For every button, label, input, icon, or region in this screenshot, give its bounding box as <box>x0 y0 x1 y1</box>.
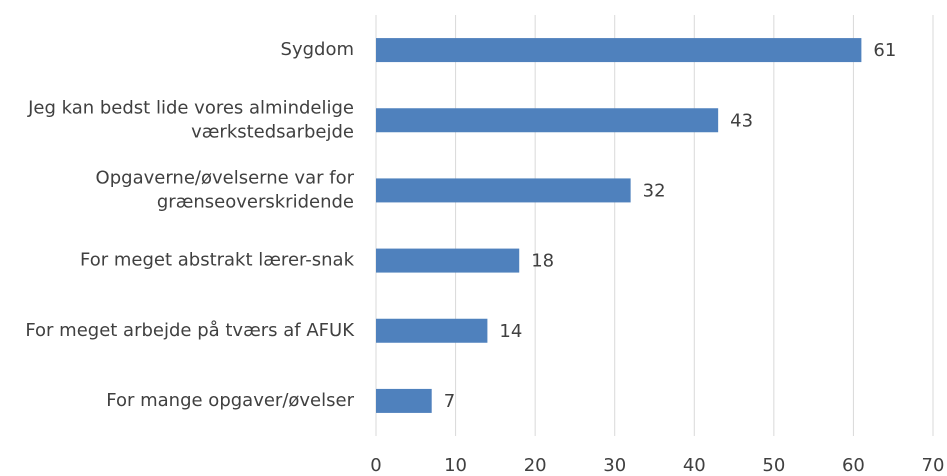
data-label: 43 <box>730 110 753 131</box>
y-tick-label: Jeg kan bedst lide vores almindelige værk… <box>27 97 354 142</box>
bar <box>376 108 719 133</box>
bar <box>376 318 488 343</box>
x-tick-label: 50 <box>762 455 785 476</box>
bar <box>376 248 520 273</box>
x-tick-label: 60 <box>842 455 865 476</box>
data-label: 7 <box>444 391 455 412</box>
x-tick-label: 0 <box>370 455 381 476</box>
data-label: 18 <box>531 251 554 272</box>
y-tick-label: For meget abstrakt lærer-snak <box>80 250 355 271</box>
bar <box>376 388 432 413</box>
bar <box>376 38 862 63</box>
y-tick-label: Sygdom <box>281 39 354 60</box>
data-label: 61 <box>873 40 896 61</box>
x-tick-label: 30 <box>603 455 626 476</box>
x-tick-label: 20 <box>524 455 547 476</box>
data-label: 32 <box>643 180 666 201</box>
x-tick-label: 10 <box>444 455 467 476</box>
y-tick-label: For meget arbejde på tværs af AFUK <box>25 320 355 341</box>
x-tick-label: 40 <box>683 455 706 476</box>
y-tick-label: Opgaverne/øvelserne var for grænseoverskr… <box>96 167 355 212</box>
data-label: 14 <box>499 321 522 342</box>
y-tick-label: For mange opgaver/øvelser <box>106 390 354 411</box>
x-tick-label: 70 <box>922 455 945 476</box>
bar <box>376 178 631 203</box>
